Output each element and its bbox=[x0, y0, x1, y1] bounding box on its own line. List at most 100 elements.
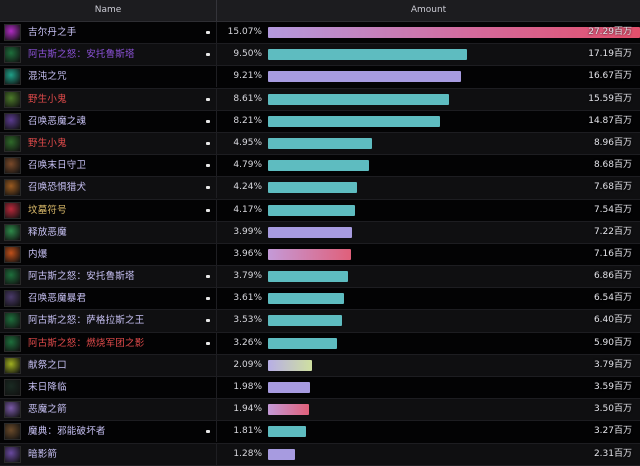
percent-value: 1.94% bbox=[233, 404, 262, 415]
table-row[interactable]: 召唤恶魔暴君 3.61% 6.54百万 bbox=[0, 288, 640, 311]
spell-icon bbox=[4, 223, 21, 241]
table-row[interactable]: 野生小鬼 4.95% 8.96百万 bbox=[0, 132, 640, 156]
expand-indicator-icon[interactable] bbox=[206, 297, 210, 301]
amount-bar bbox=[268, 49, 467, 61]
amount-bar bbox=[268, 315, 342, 327]
expand-indicator-icon[interactable] bbox=[206, 430, 210, 434]
expand-indicator-icon[interactable] bbox=[206, 186, 210, 190]
column-divider bbox=[216, 66, 217, 88]
amount-value: 8.96百万 bbox=[593, 137, 632, 148]
column-divider bbox=[216, 288, 217, 310]
amount-bar bbox=[268, 226, 352, 238]
spell-name: 恶魔之箭 bbox=[28, 404, 67, 416]
percent-value: 4.79% bbox=[233, 160, 262, 171]
table-row[interactable]: 混沌之咒 9.21% 16.67百万 bbox=[0, 66, 640, 89]
expand-indicator-icon[interactable] bbox=[206, 341, 210, 345]
spell-icon bbox=[4, 68, 21, 86]
column-header-amount[interactable]: Amount bbox=[410, 5, 447, 15]
spell-icon bbox=[4, 445, 21, 463]
spell-name: 野生小鬼 bbox=[28, 137, 67, 149]
amount-bar bbox=[268, 293, 344, 305]
table-row[interactable]: 野生小鬼 8.61% 15.59百万 bbox=[0, 88, 640, 111]
percent-value: 9.21% bbox=[233, 71, 262, 82]
table-row[interactable]: 献祭之口 2.09% 3.79百万 bbox=[0, 354, 640, 377]
spell-icon bbox=[4, 24, 21, 41]
expand-indicator-icon[interactable] bbox=[206, 164, 210, 168]
table-row[interactable]: 魔典：邪能破坏者 1.81% 3.27百万 bbox=[0, 421, 640, 444]
percent-value: 3.96% bbox=[233, 248, 262, 259]
column-divider bbox=[216, 155, 217, 177]
amount-value: 8.68百万 bbox=[593, 160, 632, 171]
amount-value: 7.22百万 bbox=[593, 226, 632, 237]
expand-indicator-icon[interactable] bbox=[206, 275, 210, 279]
column-divider bbox=[216, 132, 217, 154]
table-row[interactable]: 阿古斯之怒：燃烧军团之影 3.26% 5.90百万 bbox=[0, 332, 640, 355]
table-row[interactable]: 恶魔之箭 1.94% 3.50百万 bbox=[0, 399, 640, 422]
table-body: 吉尔丹之手 15.07% 27.29百万 阿古斯之怒：安托鲁斯塔 9.50% 17.19百… bbox=[0, 22, 640, 466]
table-row[interactable]: 释放恶魔 3.99% 7.22百万 bbox=[0, 221, 640, 244]
spell-name: 野生小鬼 bbox=[28, 93, 67, 105]
amount-value: 6.86百万 bbox=[593, 271, 632, 282]
table-row[interactable]: 召唤末日守卫 4.79% 8.68百万 bbox=[0, 155, 640, 178]
percent-value: 8.21% bbox=[233, 115, 262, 126]
percent-value: 3.99% bbox=[233, 226, 262, 237]
expand-indicator-icon[interactable] bbox=[206, 31, 210, 34]
expand-indicator-icon[interactable] bbox=[206, 119, 210, 123]
amount-bar bbox=[268, 448, 295, 460]
expand-indicator-icon[interactable] bbox=[206, 97, 210, 101]
table-row[interactable]: 阿古斯之怒：安托鲁斯塔 3.79% 6.86百万 bbox=[0, 266, 640, 289]
spell-icon bbox=[4, 90, 21, 108]
spell-icon bbox=[4, 245, 21, 263]
column-divider bbox=[216, 377, 217, 398]
amount-bar bbox=[268, 382, 310, 393]
table-header: Name Amount bbox=[0, 0, 640, 22]
percent-value: 15.07% bbox=[227, 27, 262, 37]
column-divider bbox=[216, 110, 217, 132]
table-row[interactable]: 召唤恶魔之魂 8.21% 14.87百万 bbox=[0, 110, 640, 133]
percent-value: 3.61% bbox=[233, 293, 262, 304]
table-row[interactable]: 阿古斯之怒：萨格拉斯之王 3.53% 6.40百万 bbox=[0, 310, 640, 333]
spell-icon bbox=[4, 112, 21, 130]
table-row[interactable]: 阿古斯之怒：安托鲁斯塔 9.50% 17.19百万 bbox=[0, 44, 640, 67]
spell-name: 释放恶魔 bbox=[28, 226, 67, 238]
amount-value: 3.79百万 bbox=[593, 359, 632, 370]
spell-name: 暗影箭 bbox=[28, 448, 58, 460]
spell-name: 献祭之口 bbox=[28, 359, 67, 371]
column-divider bbox=[216, 310, 217, 332]
expand-indicator-icon[interactable] bbox=[206, 319, 210, 323]
amount-bar bbox=[268, 160, 369, 172]
amount-value: 7.16百万 bbox=[593, 248, 632, 259]
table-row[interactable]: 内爆 3.96% 7.16百万 bbox=[0, 243, 640, 267]
expand-indicator-icon[interactable] bbox=[206, 53, 210, 57]
column-divider bbox=[216, 266, 217, 288]
column-divider bbox=[216, 177, 217, 199]
amount-value: 6.40百万 bbox=[593, 315, 632, 326]
amount-value: 5.90百万 bbox=[593, 337, 632, 348]
amount-value: 16.67百万 bbox=[588, 71, 632, 82]
expand-indicator-icon[interactable] bbox=[206, 141, 210, 145]
spell-icon bbox=[4, 290, 21, 308]
column-header-name[interactable]: Name bbox=[0, 0, 217, 21]
column-divider bbox=[216, 443, 217, 465]
expand-indicator-icon[interactable] bbox=[206, 208, 210, 212]
amount-value: 3.59百万 bbox=[593, 382, 632, 392]
spell-name: 召唤恶魔之魂 bbox=[28, 115, 87, 127]
column-divider bbox=[216, 354, 217, 376]
column-divider bbox=[216, 22, 217, 43]
column-divider bbox=[216, 44, 217, 66]
amount-value: 3.50百万 bbox=[593, 404, 632, 415]
amount-bar bbox=[268, 248, 351, 260]
spell-icon bbox=[4, 46, 21, 64]
table-row[interactable]: 末日降临 1.98% 3.59百万 bbox=[0, 377, 640, 400]
percent-value: 8.61% bbox=[233, 93, 262, 104]
percent-value: 9.50% bbox=[233, 49, 262, 60]
table-row[interactable]: 暗影箭 1.28% 2.31百万 bbox=[0, 443, 640, 466]
percent-value: 4.95% bbox=[233, 137, 262, 148]
table-row[interactable]: 坟墓符号 4.17% 7.54百万 bbox=[0, 199, 640, 222]
amount-value: 3.27百万 bbox=[593, 426, 632, 437]
amount-value: 27.29百万 bbox=[588, 27, 632, 37]
table-row[interactable]: 吉尔丹之手 15.07% 27.29百万 bbox=[0, 22, 640, 45]
amount-value: 7.68百万 bbox=[593, 182, 632, 193]
table-row[interactable]: 召唤恐惧猎犬 4.24% 7.68百万 bbox=[0, 177, 640, 200]
column-divider bbox=[216, 243, 217, 265]
